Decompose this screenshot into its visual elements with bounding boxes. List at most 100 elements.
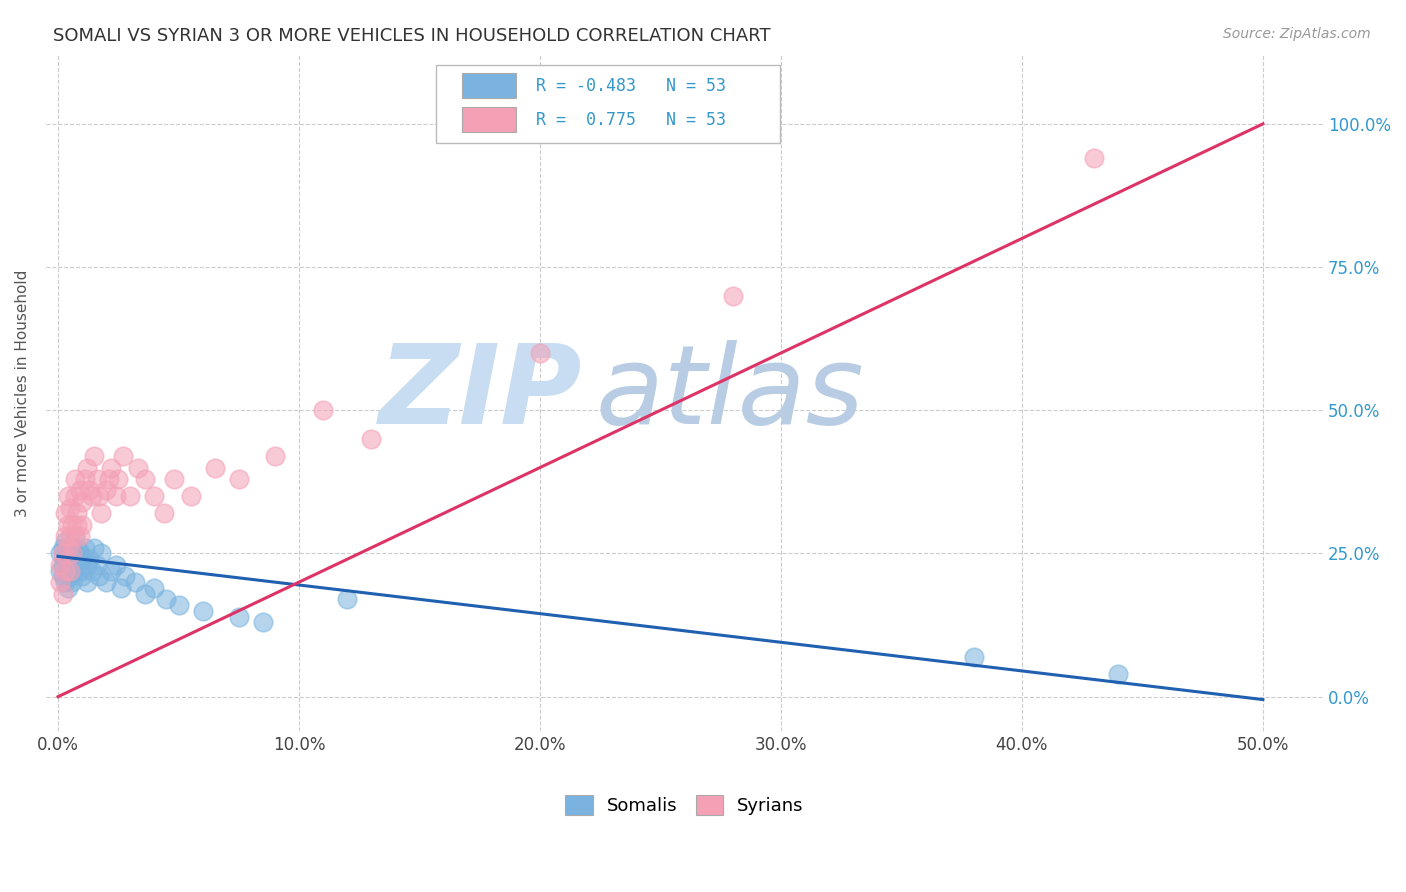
Point [83,449,105,463]
Point [79,552,101,566]
Point [56,581,79,595]
Point [76,558,98,572]
Point [66,517,89,532]
Point [529,346,551,360]
Point [63,529,86,543]
Point [59,552,82,566]
Point [100,564,122,578]
Point [204,460,226,475]
Point [721,289,744,303]
Point [360,432,382,446]
Point [62,517,84,532]
Point [963,649,986,664]
Point [49,575,72,590]
Point [167,598,190,612]
Point [336,592,359,607]
Point [100,460,122,475]
Point [59,529,82,543]
Point [104,489,127,503]
Point [52,547,75,561]
Point [124,575,146,590]
Point [56,517,79,532]
Point [59,500,82,515]
Point [52,541,75,555]
Point [96,575,118,590]
Point [53,575,76,590]
Point [53,507,76,521]
Point [112,449,135,463]
Point [56,541,79,555]
Text: SOMALI VS SYRIAN 3 OR MORE VEHICLES IN HOUSEHOLD CORRELATION CHART: SOMALI VS SYRIAN 3 OR MORE VEHICLES IN H… [53,27,770,45]
Point [59,547,82,561]
Point [134,472,156,486]
Point [52,569,75,583]
Point [69,564,91,578]
Text: Source: ZipAtlas.com: Source: ZipAtlas.com [1223,27,1371,41]
Point [66,541,89,555]
Point [252,615,274,630]
Point [79,483,101,498]
Point [191,604,214,618]
Point [56,489,79,503]
Point [53,564,76,578]
Point [63,547,86,561]
Text: R =  0.775   N = 53: R = 0.775 N = 53 [537,111,727,129]
Point [96,483,118,498]
Text: ZIP: ZIP [378,340,582,447]
Point [90,507,112,521]
Point [127,460,149,475]
Point [87,489,110,503]
Point [134,586,156,600]
Point [1083,151,1105,165]
Point [62,558,84,572]
Point [56,558,79,572]
Point [53,564,76,578]
Point [80,564,103,578]
Point [53,535,76,549]
Point [63,529,86,543]
Point [62,575,84,590]
Point [62,547,84,561]
Point [70,569,93,583]
Point [63,564,86,578]
Point [97,472,120,486]
Point [70,495,93,509]
Point [59,569,82,583]
Point [70,552,93,566]
Point [312,403,335,417]
Point [120,489,142,503]
Point [163,472,186,486]
Point [62,541,84,555]
Point [53,529,76,543]
Point [86,472,108,486]
Point [49,564,72,578]
Point [104,558,127,572]
Point [59,564,82,578]
Point [180,489,202,503]
Point [76,460,98,475]
Point [110,581,132,595]
FancyBboxPatch shape [463,107,516,133]
Point [83,541,105,555]
Point [80,489,103,503]
Point [63,472,86,486]
Point [59,564,82,578]
Point [155,592,177,607]
Point [153,507,176,521]
Point [73,541,96,555]
Point [70,517,93,532]
Point [107,472,129,486]
Point [143,489,166,503]
Point [87,569,110,583]
Point [49,547,72,561]
Point [69,547,91,561]
Point [56,541,79,555]
Point [1107,666,1129,681]
Text: atlas: atlas [595,340,863,447]
Point [73,472,96,486]
Point [114,569,136,583]
Point [228,472,250,486]
Point [49,558,72,572]
Point [86,558,108,572]
Point [66,558,89,572]
